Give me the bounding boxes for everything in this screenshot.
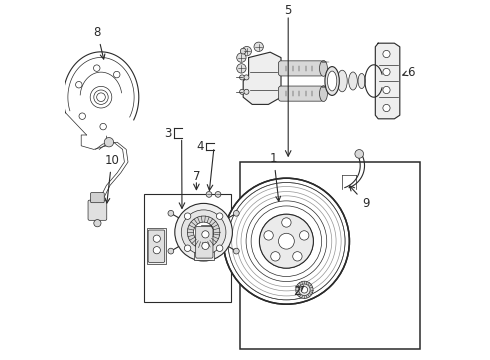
Circle shape	[97, 93, 105, 102]
Circle shape	[181, 210, 226, 255]
FancyBboxPatch shape	[148, 230, 165, 262]
Circle shape	[114, 71, 120, 78]
Circle shape	[206, 192, 212, 197]
Circle shape	[240, 75, 245, 80]
FancyBboxPatch shape	[194, 224, 215, 260]
Polygon shape	[243, 52, 281, 104]
Text: 3: 3	[164, 127, 171, 140]
Circle shape	[299, 231, 309, 240]
Circle shape	[100, 123, 106, 130]
Circle shape	[355, 150, 364, 158]
Text: 4: 4	[196, 140, 204, 153]
Circle shape	[244, 75, 249, 80]
Text: 5: 5	[285, 4, 292, 17]
Text: 1: 1	[270, 152, 281, 201]
Ellipse shape	[358, 73, 365, 89]
Text: 10: 10	[104, 154, 119, 203]
Circle shape	[293, 252, 302, 261]
Text: 9: 9	[349, 186, 369, 210]
Circle shape	[184, 213, 191, 219]
Text: 8: 8	[94, 26, 105, 59]
Circle shape	[237, 53, 246, 62]
Text: 2: 2	[294, 285, 304, 298]
Circle shape	[254, 42, 263, 51]
Circle shape	[383, 68, 390, 76]
Circle shape	[215, 192, 221, 197]
FancyBboxPatch shape	[196, 226, 213, 258]
Circle shape	[153, 235, 160, 242]
Circle shape	[264, 231, 273, 240]
Ellipse shape	[327, 71, 337, 91]
Circle shape	[104, 138, 114, 147]
Circle shape	[242, 46, 251, 56]
Circle shape	[240, 89, 245, 94]
Circle shape	[90, 86, 112, 108]
Ellipse shape	[319, 86, 327, 102]
Circle shape	[168, 211, 174, 216]
Circle shape	[383, 86, 390, 94]
Circle shape	[282, 218, 291, 227]
Circle shape	[278, 233, 294, 249]
Circle shape	[217, 245, 223, 252]
Circle shape	[94, 65, 100, 71]
Ellipse shape	[349, 72, 357, 90]
Circle shape	[202, 231, 209, 238]
Bar	[240, 162, 419, 349]
FancyBboxPatch shape	[91, 193, 104, 203]
Ellipse shape	[319, 60, 327, 76]
Circle shape	[270, 252, 280, 261]
Circle shape	[237, 64, 246, 73]
Circle shape	[223, 178, 349, 304]
Ellipse shape	[325, 67, 339, 95]
Circle shape	[175, 203, 232, 261]
FancyBboxPatch shape	[147, 228, 166, 264]
Polygon shape	[375, 43, 400, 119]
Circle shape	[296, 281, 313, 298]
Circle shape	[75, 81, 82, 88]
Circle shape	[233, 211, 239, 216]
Circle shape	[168, 248, 174, 254]
FancyBboxPatch shape	[278, 86, 323, 101]
Circle shape	[194, 222, 214, 242]
Circle shape	[240, 48, 246, 54]
Circle shape	[187, 216, 220, 248]
Circle shape	[79, 113, 85, 120]
FancyBboxPatch shape	[278, 61, 323, 76]
Circle shape	[259, 214, 314, 268]
Text: 6: 6	[403, 66, 415, 78]
Circle shape	[233, 248, 239, 254]
FancyBboxPatch shape	[88, 200, 107, 220]
Bar	[144, 194, 231, 302]
Circle shape	[153, 247, 160, 254]
Circle shape	[383, 50, 390, 58]
Circle shape	[94, 220, 101, 227]
Circle shape	[217, 213, 223, 219]
Text: 7: 7	[193, 170, 200, 183]
Circle shape	[301, 287, 308, 293]
Circle shape	[184, 245, 191, 252]
Circle shape	[383, 104, 390, 112]
Circle shape	[244, 89, 249, 94]
Circle shape	[202, 242, 209, 249]
Circle shape	[94, 90, 108, 104]
Circle shape	[298, 284, 310, 296]
Ellipse shape	[337, 70, 347, 92]
